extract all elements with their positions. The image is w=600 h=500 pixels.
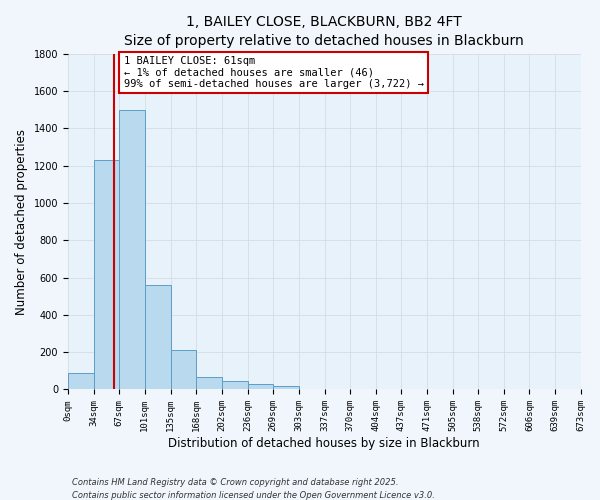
Bar [248, 384, 273, 390]
Text: Contains HM Land Registry data © Crown copyright and database right 2025.
Contai: Contains HM Land Registry data © Crown c… [72, 478, 435, 500]
Title: 1, BAILEY CLOSE, BLACKBURN, BB2 4FT
Size of property relative to detached houses: 1, BAILEY CLOSE, BLACKBURN, BB2 4FT Size… [124, 15, 524, 48]
Y-axis label: Number of detached properties: Number of detached properties [15, 128, 28, 314]
X-axis label: Distribution of detached houses by size in Blackburn: Distribution of detached houses by size … [169, 437, 480, 450]
Bar [273, 386, 299, 390]
Bar [222, 381, 248, 390]
Bar [171, 350, 196, 390]
Bar [94, 160, 119, 390]
Bar [119, 110, 145, 390]
Bar [196, 378, 222, 390]
Bar [145, 285, 171, 390]
Bar [68, 372, 94, 390]
Text: 1 BAILEY CLOSE: 61sqm
← 1% of detached houses are smaller (46)
99% of semi-detac: 1 BAILEY CLOSE: 61sqm ← 1% of detached h… [124, 56, 424, 89]
